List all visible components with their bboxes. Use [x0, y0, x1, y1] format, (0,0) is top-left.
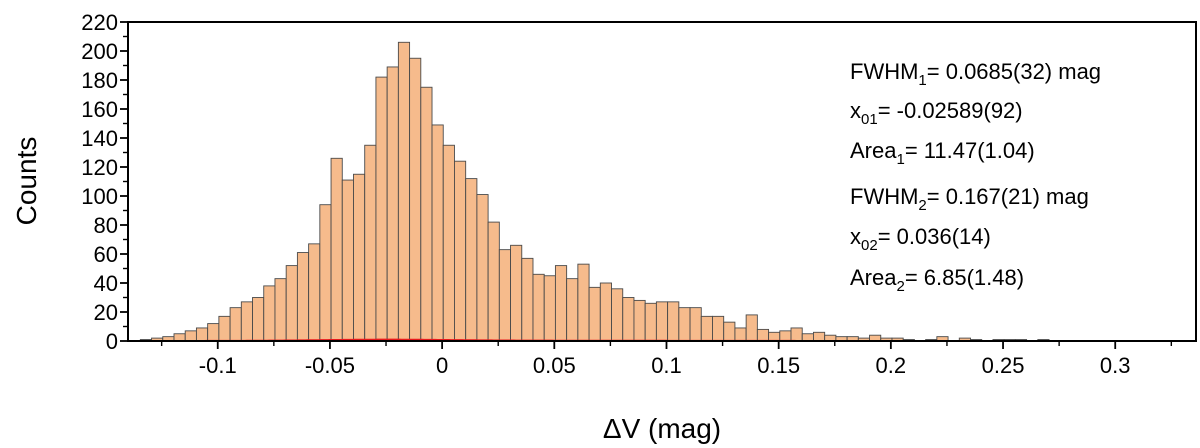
y-tick-label: 20: [94, 300, 118, 325]
x-tick-label: 0.1: [651, 353, 682, 378]
fit-parameter-4: FWHM2= 0.167(21) mag: [850, 184, 1089, 214]
histogram-bar: [801, 333, 814, 341]
histogram-bar: [768, 331, 781, 341]
histogram-bar: [263, 285, 276, 341]
histogram-bar: [543, 275, 556, 341]
histogram-bar: [667, 301, 680, 341]
histogram-bar: [319, 204, 332, 341]
histogram-bar: [195, 327, 209, 341]
y-tick-label: 60: [94, 242, 118, 267]
fit-parameter-6: Area2= 6.85(1.48): [850, 265, 1024, 295]
histogram-bar: [498, 249, 511, 341]
y-tick-label: 40: [94, 271, 118, 296]
histogram-bar: [173, 333, 186, 341]
x-tick-label: 0.25: [982, 353, 1025, 378]
histogram-bars: [139, 41, 1050, 341]
histogram-bar: [532, 273, 545, 341]
histogram-bar: [588, 286, 601, 341]
histogram-bar: [308, 243, 321, 341]
histogram-bar: [207, 323, 220, 341]
histogram-bar: [756, 328, 770, 341]
histogram-bar: [296, 252, 310, 341]
x-tick-label: 0.05: [533, 353, 576, 378]
histogram-bar: [577, 263, 590, 341]
histogram-bar: [420, 86, 433, 341]
histogram-bar: [218, 315, 231, 341]
histogram-bar: [229, 307, 242, 341]
y-tick-label: 100: [81, 184, 118, 209]
histogram-bar: [330, 157, 343, 341]
y-axis-title: Counts: [11, 137, 42, 226]
histogram-bar: [566, 278, 579, 341]
y-tick-label: 160: [81, 97, 118, 122]
histogram-bar: [476, 194, 489, 341]
histogram-bar: [644, 302, 657, 341]
y-tick-label: 180: [81, 68, 118, 93]
histogram-bar: [240, 301, 253, 341]
histogram-bar: [184, 330, 197, 341]
histogram-bar: [397, 41, 411, 341]
histogram-bar: [375, 76, 388, 341]
histogram-bar: [364, 144, 377, 341]
fit-parameter-1: FWHM1= 0.0685(32) mag: [850, 59, 1101, 89]
histogram-bar: [386, 66, 399, 341]
histogram-bar: [689, 307, 702, 341]
y-tick-label: 120: [81, 155, 118, 180]
histogram-bar: [510, 244, 523, 341]
histogram-bar: [611, 288, 624, 341]
x-tick-label: 0: [436, 353, 448, 378]
histogram-bar: [442, 144, 455, 341]
histogram-bar: [779, 330, 792, 341]
histogram-bar: [274, 278, 287, 341]
histogram-bar: [554, 265, 568, 341]
histogram-bar: [521, 257, 534, 341]
histogram-bar: [700, 315, 713, 341]
histogram-bar: [285, 265, 298, 341]
histogram-bar: [712, 315, 725, 341]
axes: 0 20 40 60 80 100 120 140 160 180 200 220 -0.1 -0.05 0…: [81, 10, 1173, 378]
histogram-bar: [454, 160, 467, 341]
histogram-bar: [813, 331, 826, 341]
x-tick-label: 0.3: [1100, 353, 1131, 378]
histogram-bar: [633, 299, 646, 341]
x-tick-label: 0.2: [876, 353, 907, 378]
fit-parameter-5: x02= 0.036(14): [850, 224, 991, 254]
histogram-bar: [431, 124, 444, 341]
histogram-bar: [252, 297, 265, 341]
x-tick-label: -0.1: [199, 353, 237, 378]
histogram-bar: [341, 179, 354, 341]
y-tick-label: 0: [106, 329, 118, 354]
histogram-bar: [599, 282, 612, 341]
fit-parameter-2: x01= -0.02589(92): [850, 98, 1023, 128]
y-tick-label: 220: [81, 10, 118, 35]
histogram-bar: [487, 221, 500, 341]
histogram-bar: [353, 173, 366, 341]
y-tick-label: 200: [81, 39, 118, 64]
x-tick-label: 0.15: [757, 353, 800, 378]
histogram-bar: [622, 297, 635, 341]
histogram-bar: [790, 327, 803, 341]
histogram-bar: [655, 301, 669, 341]
x-tick-label: -0.05: [305, 353, 355, 378]
y-tick-label: 80: [94, 213, 118, 238]
histogram-bar: [678, 307, 691, 341]
y-tick-label: 140: [81, 126, 118, 151]
fit-parameters: FWHM1= 0.0685(32) mag x01= -0.02589(92) Ar…: [850, 59, 1101, 295]
x-axis-title: ΔV (mag): [603, 413, 721, 444]
histogram-bar: [409, 57, 422, 341]
histogram-bar: [465, 178, 478, 341]
histogram-bar: [745, 314, 758, 341]
fit-parameter-3: Area1= 11.47(1.04): [850, 138, 1035, 168]
histogram-bar: [734, 327, 747, 341]
histogram-bar: [723, 321, 736, 341]
